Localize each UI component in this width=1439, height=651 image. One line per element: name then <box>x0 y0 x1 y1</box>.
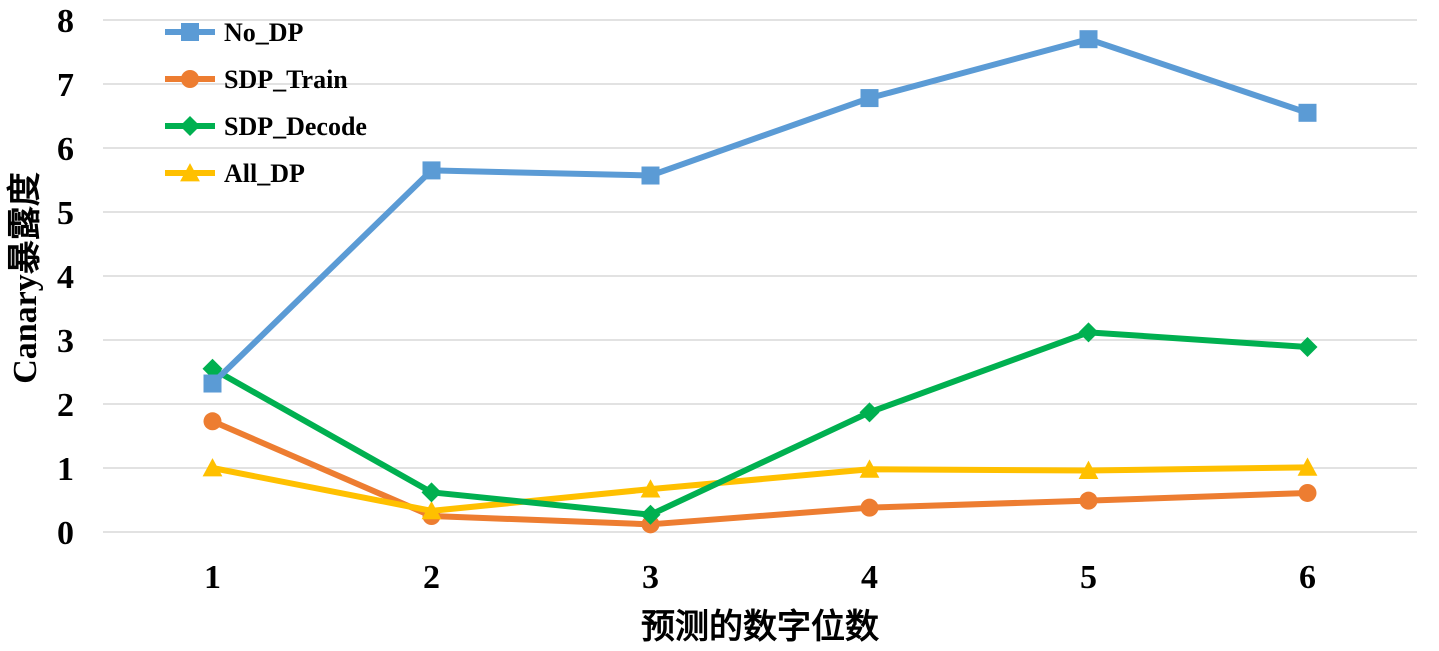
series-line <box>209 329 1311 518</box>
legend-item: No_DP <box>165 18 304 47</box>
legend-marker <box>181 23 199 41</box>
data-point <box>1297 337 1318 358</box>
legend-marker <box>181 70 199 88</box>
series-group <box>202 30 1318 534</box>
legend-marker <box>180 116 200 136</box>
data-point <box>1078 322 1099 343</box>
data-point <box>421 500 442 520</box>
y-tick-label: 1 <box>57 451 74 488</box>
y-tick-label: 4 <box>57 259 74 296</box>
y-tick-label: 6 <box>57 131 74 168</box>
data-point <box>421 482 442 503</box>
legend-label: SDP_Train <box>224 65 348 94</box>
data-point <box>203 374 222 393</box>
x-axis-ticks: 1 2 3 4 5 6 <box>204 559 1316 596</box>
series-No_DP <box>203 30 1317 393</box>
series-SDP_Decode <box>202 322 1318 525</box>
x-tick-label: 4 <box>861 559 878 596</box>
x-tick-label: 5 <box>1080 559 1097 596</box>
y-axis-ticks: 0 1 2 3 4 5 6 7 8 <box>57 3 74 552</box>
y-tick-label: 0 <box>57 515 74 552</box>
x-tick-label: 2 <box>423 559 440 596</box>
legend-label: No_DP <box>224 18 304 47</box>
data-point <box>422 161 441 180</box>
legend-label: All_DP <box>224 159 305 188</box>
y-tick-label: 2 <box>57 387 74 424</box>
legend-label: SDP_Decode <box>224 112 367 141</box>
x-tick-label: 3 <box>642 559 659 596</box>
x-tick-label: 6 <box>1299 559 1316 596</box>
series-line <box>209 464 1311 514</box>
y-tick-label: 8 <box>57 3 74 40</box>
data-point <box>203 412 222 431</box>
data-point <box>1078 460 1099 479</box>
y-tick-label: 5 <box>57 195 74 232</box>
data-point <box>1298 103 1317 122</box>
data-point <box>640 479 661 498</box>
data-point <box>860 89 879 108</box>
legend: No_DP SDP_Train SDP_Decode All_DP <box>165 18 367 188</box>
legend-item: SDP_Decode <box>165 112 367 141</box>
y-tick-label: 3 <box>57 323 74 360</box>
series-SDP_Train <box>203 412 1317 534</box>
series-line <box>209 36 1311 387</box>
data-point <box>859 402 880 423</box>
x-axis-title: 预测的数字位数 <box>641 608 879 646</box>
series-line <box>209 418 1311 528</box>
y-axis-title: Canary暴露度 <box>6 172 44 384</box>
data-point <box>202 458 223 477</box>
legend-marker <box>180 163 200 182</box>
data-point <box>641 166 660 185</box>
data-point <box>1298 483 1317 502</box>
data-point <box>860 498 879 517</box>
data-point <box>859 459 880 478</box>
data-point <box>202 358 223 379</box>
data-point <box>1079 30 1098 49</box>
x-tick-label: 1 <box>204 559 221 596</box>
data-point <box>1297 457 1318 476</box>
legend-item: All_DP <box>165 159 305 188</box>
legend-item: SDP_Train <box>165 65 348 94</box>
gridlines <box>103 19 1417 533</box>
y-tick-label: 7 <box>57 67 74 104</box>
data-point <box>640 504 661 525</box>
data-point <box>1079 491 1098 510</box>
series-All_DP <box>202 457 1318 520</box>
